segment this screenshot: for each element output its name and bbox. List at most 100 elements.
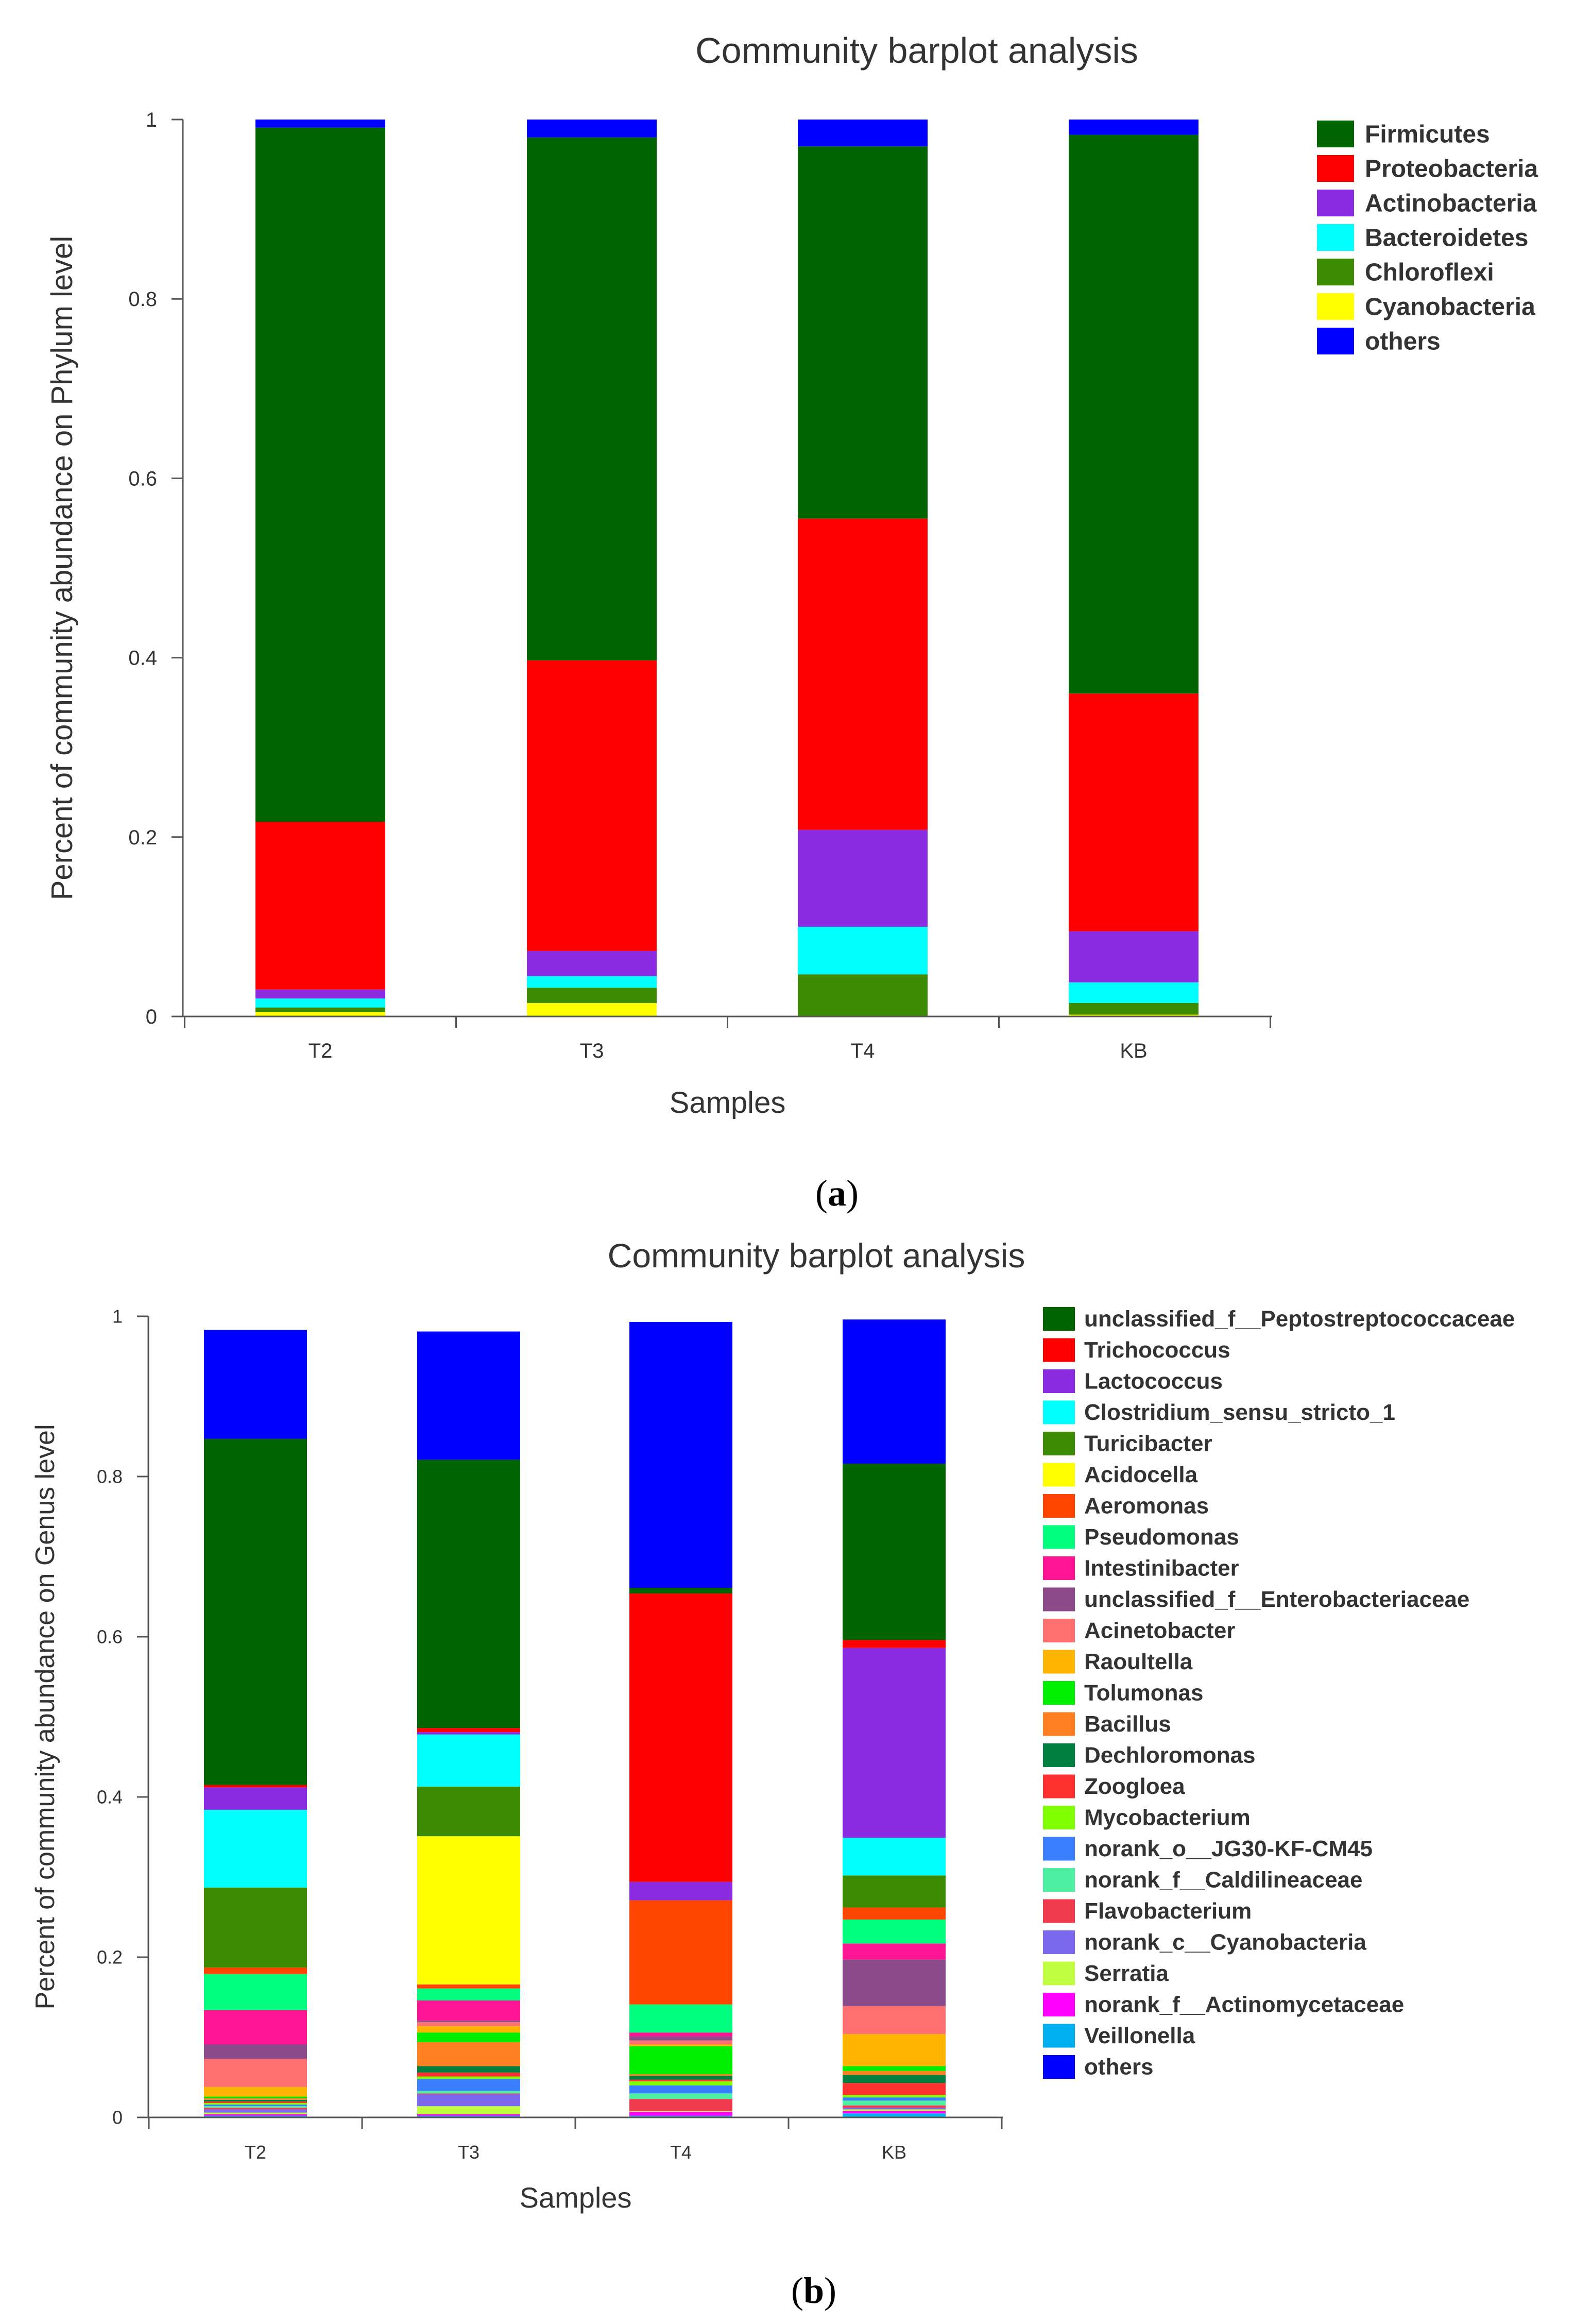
bar-segment-t2-24 <box>204 1330 307 1439</box>
legend-label: Trichococcus <box>1084 1337 1230 1363</box>
y-tick-label: 0 <box>112 2107 123 2128</box>
x-tick-label-t3: T3 <box>458 2142 480 2163</box>
x-tick-label-kb: KB <box>1120 1040 1147 1062</box>
legend-label: Mycobacterium <box>1084 1805 1251 1830</box>
bar-segment-t2-14 <box>204 2044 307 2059</box>
bar-segment-t2-20 <box>204 1809 307 1888</box>
legend-swatch <box>1043 1930 1075 1954</box>
legend-swatch <box>1043 1432 1075 1455</box>
legend-swatch <box>1043 1899 1075 1923</box>
bar-segment-t2-1 <box>255 1007 385 1012</box>
caption-letter: b <box>803 2270 824 2311</box>
x-axis-label: Samples <box>670 1086 786 1119</box>
bar-segment-t2-2 <box>255 998 385 1008</box>
bar-segment-t2-12 <box>204 2086 307 2097</box>
bar-segment-kb-4 <box>1069 693 1199 931</box>
legend-swatch <box>1043 2024 1075 2048</box>
bar-segment-t3-7 <box>417 2076 520 2079</box>
bar-segment-t2-3 <box>204 2109 307 2113</box>
bar-segment-kb-6 <box>843 2097 946 2101</box>
bar-segment-kb-14 <box>843 1959 946 2006</box>
bar-segment-t4-6 <box>629 2085 732 2094</box>
legend-swatch <box>1043 1743 1075 1767</box>
bar-segment-kb-21 <box>843 1648 946 1838</box>
bar-segment-t4-8 <box>629 2079 732 2082</box>
bar-segment-t3-24 <box>417 1331 520 1460</box>
bar-segment-t4-5 <box>629 2093 732 2099</box>
y-tick-label: 0 <box>146 1006 157 1028</box>
bar-segment-kb-24 <box>843 1319 946 1464</box>
bar-segment-kb-5 <box>1069 134 1199 694</box>
bar-segment-t2-9 <box>204 2099 307 2101</box>
y-tick-label: 0.4 <box>128 647 157 670</box>
y-tick-label: 0.6 <box>128 467 157 490</box>
bar-segment-kb-3 <box>1069 931 1199 982</box>
bar-segment-t4-2 <box>629 2111 732 2112</box>
legend-label: Clostridium_sensu_stricto_1 <box>1084 1400 1395 1425</box>
bar-segment-t3-6 <box>417 2079 520 2091</box>
bar-segment-t2-5 <box>204 2106 307 2108</box>
bar-segment-kb-11 <box>843 2066 946 2071</box>
legend-label: Tolumonas <box>1084 1681 1203 1706</box>
bar-segment-kb-1 <box>1069 1003 1199 1015</box>
bar-segment-t2-0 <box>204 2115 307 2117</box>
x-tick-label-t2: T2 <box>245 2142 266 2163</box>
bar-segment-t3-18 <box>417 1836 520 1984</box>
bar-segment-t2-21 <box>204 1787 307 1810</box>
bar-segment-kb-3 <box>843 2108 946 2110</box>
bar-segment-t3-5 <box>417 2091 520 2094</box>
figure-caption: (a) <box>815 1173 859 1214</box>
bar-segment-t3-15 <box>417 2000 520 2021</box>
bar-segment-kb-16 <box>843 1919 946 1944</box>
caption-letter: a <box>828 1173 846 1214</box>
legend-label: Bacillus <box>1084 1711 1171 1737</box>
bar-segment-kb-15 <box>843 1943 946 1960</box>
legend-swatch <box>1043 1307 1075 1331</box>
bar-segment-t4-0 <box>629 2115 732 2117</box>
legend-swatch <box>1317 293 1354 320</box>
bar-segment-t3-21 <box>417 1732 520 1735</box>
chart-genus: Community barplot analysis 0 0.2 0.4 0.6 0.8 1… <box>30 1236 1515 2311</box>
bar-segment-t4-24 <box>629 1321 732 1588</box>
legend-label: Aeromonas <box>1084 1494 1209 1519</box>
legend-swatch <box>1043 1712 1075 1736</box>
bar-segment-t3-11 <box>417 2032 520 2042</box>
legend-label: Raoultella <box>1084 1649 1193 1674</box>
bar-segment-t4-2 <box>798 926 928 975</box>
y-tick-label: 0.8 <box>128 288 157 311</box>
bar-segment-kb-10 <box>843 2071 946 2075</box>
legend-label: Chloroflexi <box>1365 259 1494 286</box>
bar-segment-t4-1 <box>629 2112 732 2116</box>
legend-label: Turicibacter <box>1084 1431 1212 1456</box>
bar-segment-kb-20 <box>843 1838 946 1876</box>
x-tick-label-t4: T4 <box>851 1040 875 1062</box>
legend-swatch <box>1043 1868 1075 1892</box>
chart-title: Community barplot analysis <box>608 1236 1025 1275</box>
legend-swatch <box>1043 1837 1075 1861</box>
bar-segment-kb-13 <box>843 2006 946 2034</box>
legend-label: norank_f__Actinomycetaceae <box>1084 1992 1404 2017</box>
bar-segment-t2-4 <box>204 2108 307 2110</box>
legend-swatch <box>1043 1463 1075 1487</box>
legend-swatch <box>1043 1650 1075 1674</box>
legend-swatch <box>1043 1993 1075 2016</box>
bar-segment-t2-16 <box>204 1974 307 2010</box>
legend-swatch <box>1043 1619 1075 1642</box>
bar-segment-t3-10 <box>417 2042 520 2066</box>
x-axis-label: Samples <box>520 2181 632 2214</box>
bar-segment-t4-10 <box>629 2074 732 2076</box>
bar-segment-t3-5 <box>527 137 657 660</box>
legend-label: Lactococcus <box>1084 1369 1223 1394</box>
legend-swatch <box>1317 190 1354 216</box>
legend-label: others <box>1084 2055 1153 2080</box>
legend-label: Flavobacterium <box>1084 1898 1252 1924</box>
y-axis-label: Percent of community abundance on Genus … <box>30 1424 60 2009</box>
bar-segment-kb-22 <box>843 1640 946 1648</box>
x-tick-label-t2: T2 <box>309 1040 333 1062</box>
bar-segment-t2-5 <box>255 127 385 822</box>
legend-label: norank_o__JG30-KF-CM45 <box>1084 1836 1373 1861</box>
bar-segment-kb-0 <box>843 2113 946 2117</box>
legend-swatch <box>1317 121 1354 147</box>
legend-label: Intestinibacter <box>1084 1556 1239 1581</box>
bar-segment-kb-6 <box>1069 120 1199 135</box>
